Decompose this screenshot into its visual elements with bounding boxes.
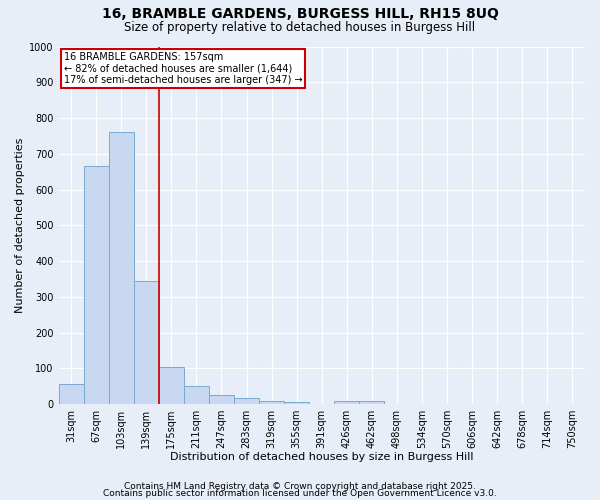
Text: Contains public sector information licensed under the Open Government Licence v3: Contains public sector information licen… — [103, 490, 497, 498]
Bar — [59, 384, 83, 404]
Bar — [109, 132, 134, 404]
Y-axis label: Number of detached properties: Number of detached properties — [15, 138, 25, 313]
Bar — [359, 401, 385, 404]
Bar — [284, 402, 309, 404]
Bar — [259, 400, 284, 404]
Text: Size of property relative to detached houses in Burgess Hill: Size of property relative to detached ho… — [124, 21, 476, 34]
X-axis label: Distribution of detached houses by size in Burgess Hill: Distribution of detached houses by size … — [170, 452, 473, 462]
Bar — [159, 366, 184, 404]
Bar — [209, 395, 234, 404]
Text: Contains HM Land Registry data © Crown copyright and database right 2025.: Contains HM Land Registry data © Crown c… — [124, 482, 476, 491]
Text: 16, BRAMBLE GARDENS, BURGESS HILL, RH15 8UQ: 16, BRAMBLE GARDENS, BURGESS HILL, RH15 … — [101, 8, 499, 22]
Bar — [234, 398, 259, 404]
Text: 16 BRAMBLE GARDENS: 157sqm
← 82% of detached houses are smaller (1,644)
17% of s: 16 BRAMBLE GARDENS: 157sqm ← 82% of deta… — [64, 52, 302, 85]
Bar — [184, 386, 209, 404]
Bar — [83, 166, 109, 404]
Bar — [134, 280, 159, 404]
Bar — [334, 401, 359, 404]
